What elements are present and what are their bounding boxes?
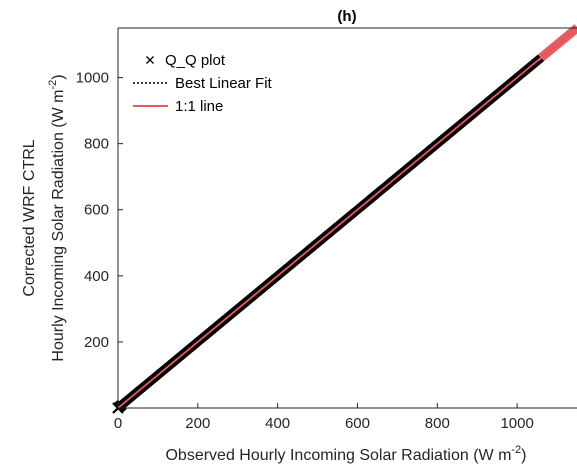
y-tick-label: 200 (84, 334, 109, 351)
x-axis-label-sup: -2 (511, 444, 521, 456)
x-axis-label-main: Observed Hourly Incoming Solar Radiation… (165, 447, 511, 464)
x-tick-label: 200 (185, 415, 210, 432)
legend-label-fit: Best Linear Fit (175, 75, 273, 92)
legend-entry-fit: Best Linear Fit (133, 75, 273, 92)
y-axis-label-main: Hourly Incoming Solar Radiation (W m (50, 90, 67, 362)
x-tick-label: 600 (345, 415, 370, 432)
legend-marker-x-icon (146, 56, 154, 64)
y-tick-label: 1000 (76, 70, 109, 87)
x-tick-label: 400 (265, 415, 290, 432)
x-axis-label: Observed Hourly Incoming Solar Radiation… (165, 444, 526, 464)
x-axis-label-end: ) (521, 447, 526, 464)
data-layer (112, 24, 577, 414)
y-axis-label-sup: -2 (47, 80, 59, 90)
y-axis-label-line1: Corrected WRF CTRL (21, 139, 38, 296)
y-tick-label: 600 (84, 202, 109, 219)
x-tick-label: 0 (114, 415, 122, 432)
y-axis-label-end: ) (50, 74, 67, 79)
chart-title: (h) (337, 8, 356, 25)
y-axis-label-line2: Hourly Incoming Solar Radiation (W m-2) (47, 74, 67, 361)
x-tick-label: 1000 (500, 415, 533, 432)
legend-label-qq: Q_Q plot (165, 52, 226, 69)
legend-label-11: 1:1 line (175, 98, 223, 115)
ticks: 0 200 400 600 800 1000 200 400 600 800 1000 (76, 70, 534, 432)
x-tick-label: 800 (425, 415, 450, 432)
y-tick-label: 400 (84, 268, 109, 285)
y-tick-label: 800 (84, 136, 109, 153)
one-to-one-line (117, 27, 577, 409)
legend-entry-qq: Q_Q plot (146, 52, 226, 69)
legend: Q_Q plot Best Linear Fit 1:1 line (133, 52, 273, 115)
legend-entry-11: 1:1 line (133, 98, 223, 115)
